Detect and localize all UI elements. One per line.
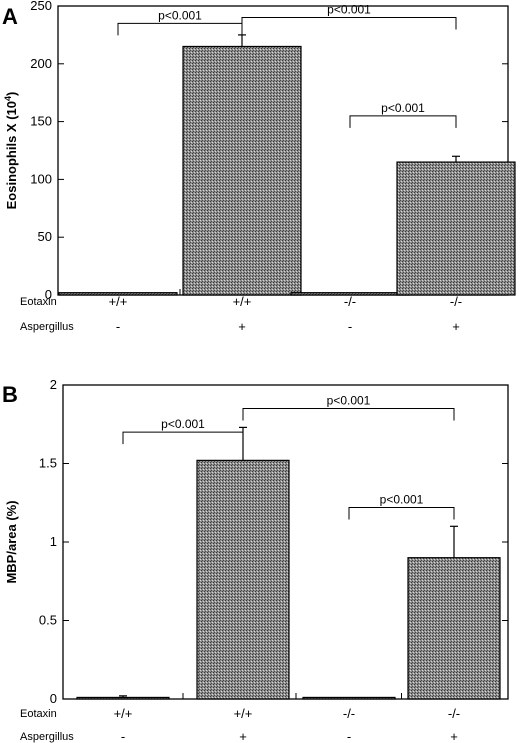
panel-a-eotaxin-value: -/-	[344, 294, 356, 309]
panel-a-significance-bracket	[117, 22, 243, 36]
panel-b-row-label-eotaxin: Eotaxin	[20, 708, 57, 720]
panel-b-eotaxin-value: -/-	[343, 706, 355, 721]
panel-a-eotaxin-value: +/+	[233, 294, 252, 309]
panel-b-bar	[196, 459, 290, 700]
panel-a-bar	[58, 292, 178, 296]
panel-a-significance-label: p<0.001	[158, 8, 202, 22]
panel-b-significance-label: p<0.001	[161, 417, 205, 431]
panel-a-eotaxin-value: -/-	[450, 294, 462, 309]
panel-a-significance-bracket	[241, 17, 457, 30]
panel-a-aspergillus-value: +	[452, 319, 460, 334]
panel-a-aspergillus-value: -	[348, 319, 352, 334]
panel-a: A 0 50 100 150 200 250 Eosinophils X (104) p<0.0…	[2, 0, 516, 334]
panel-b-eotaxin-value: -/-	[448, 706, 460, 721]
panel-b-aspergillus-value: -	[347, 729, 351, 743]
panel-b: B 0 0.5 1 1.5 2 MBP/area (%) p<0.001 p<0.001 p<0.…	[2, 377, 509, 743]
panel-a-ytick-label: 100	[30, 171, 52, 186]
panel-a-bar	[396, 161, 516, 296]
panel-a-ytick-label: 150	[30, 114, 52, 129]
panel-b-bar	[76, 696, 170, 700]
panel-b-eotaxin-value: +/+	[234, 706, 253, 721]
panel-b-ytick-label: 2	[50, 377, 57, 392]
panel-b-significance-label: p<0.001	[380, 492, 424, 506]
panel-b-aspergillus-value: +	[450, 729, 458, 743]
panel-a-ytick-label: 50	[38, 229, 52, 244]
panel-b-bar	[302, 696, 396, 700]
panel-b-significance-bracket	[122, 431, 244, 445]
panel-b-ytick-label: 1	[50, 534, 57, 549]
panel-a-row-label-aspergillus: Aspergillus	[20, 321, 74, 333]
panel-b-significance-label: p<0.001	[327, 394, 371, 408]
panel-b-row-label-aspergillus: Aspergillus	[20, 731, 74, 743]
panel-a-significance-label: p<0.001	[327, 3, 371, 17]
panel-b-ytick-label: 0.5	[39, 613, 57, 628]
panel-a-ytick-label: 250	[30, 0, 52, 13]
panel-a-bar	[182, 45, 302, 296]
panel-a-aspergillus-value: -	[116, 319, 120, 334]
panel-b-aspergillus-value: +	[239, 729, 247, 743]
panel-a-significance-label: p<0.001	[381, 101, 425, 115]
panel-b-eotaxin-value: +/+	[114, 706, 133, 721]
panel-b-significance-bracket	[242, 408, 455, 421]
panel-b-y-axis-title: MBP/area (%)	[4, 500, 19, 583]
panel-a-row-label-eotaxin: Eotaxin	[20, 296, 57, 308]
panel-a-ytick-label: 0	[45, 287, 52, 302]
panel-a-aspergillus-value: +	[238, 319, 246, 334]
panel-b-bar	[407, 557, 501, 700]
panel-b-significance-bracket	[348, 506, 455, 520]
panel-b-aspergillus-value: -	[121, 729, 125, 743]
panel-b-letter: B	[2, 382, 18, 407]
panel-b-ytick-label: 1.5	[39, 456, 57, 471]
panel-a-eotaxin-value: +/+	[109, 294, 128, 309]
panel-b-ytick-label: 0	[50, 691, 57, 706]
panel-a-ytick-label: 200	[30, 56, 52, 71]
panel-a-significance-bracket	[349, 115, 457, 128]
panel-a-y-axis-title: Eosinophils X (104)	[3, 92, 19, 210]
panel-a-letter: A	[2, 4, 18, 29]
